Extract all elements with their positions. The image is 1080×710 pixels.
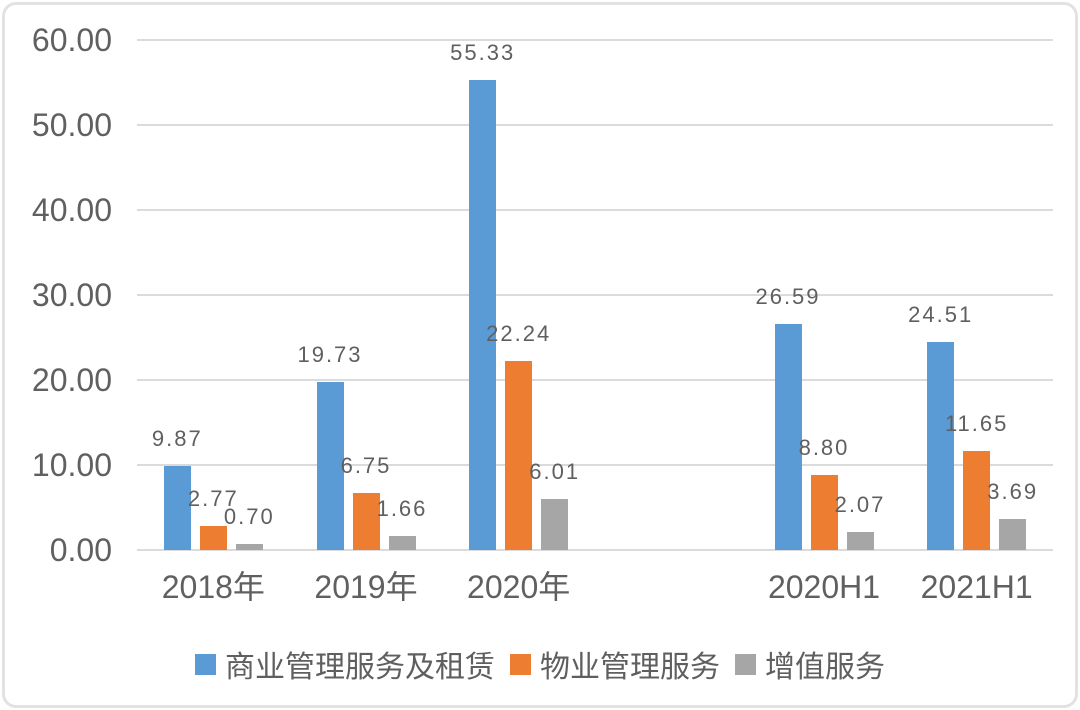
chart-legend: 商业管理服务及租赁 物业管理服务 增值服务 xyxy=(5,643,1075,685)
data-label: 1.66 xyxy=(376,495,428,521)
y-axis-tick-label: 50.00 xyxy=(31,107,112,143)
legend-label: 商业管理服务及租赁 xyxy=(225,651,495,684)
x-axis-label: 2018年 xyxy=(161,569,265,605)
x-axis-label: 2020年 xyxy=(467,569,571,605)
bar xyxy=(963,450,991,550)
legend-label: 物业管理服务 xyxy=(540,651,720,684)
data-label: 2.77 xyxy=(187,486,239,512)
data-label: 24.51 xyxy=(908,301,974,327)
bar xyxy=(774,323,802,550)
gridline xyxy=(137,379,1053,381)
legend-item: 物业管理服务 xyxy=(510,642,720,686)
legend-item: 商业管理服务及租赁 xyxy=(195,642,495,686)
bar xyxy=(352,492,380,550)
gridline xyxy=(137,209,1053,211)
data-label: 8.80 xyxy=(798,435,850,461)
x-axis-label: 2020H1 xyxy=(767,569,881,605)
bar xyxy=(316,382,344,550)
gridline xyxy=(137,294,1053,296)
gridline xyxy=(137,549,1053,551)
bar xyxy=(846,532,874,550)
bar xyxy=(810,475,838,550)
gridline xyxy=(137,124,1053,126)
bar xyxy=(927,341,955,550)
data-label: 11.65 xyxy=(944,410,1009,436)
data-label: 3.69 xyxy=(987,478,1039,504)
legend-swatch xyxy=(510,653,531,675)
legend-item: 增值服务 xyxy=(735,642,885,686)
gridline xyxy=(137,39,1053,41)
data-label: 2.07 xyxy=(834,492,886,518)
bar xyxy=(199,526,227,550)
y-axis-tick-label: 0.00 xyxy=(49,532,112,568)
bar xyxy=(541,498,569,550)
legend-label: 增值服务 xyxy=(765,651,885,684)
y-axis-tick-label: 60.00 xyxy=(31,22,112,58)
bar xyxy=(388,535,416,550)
data-label: 0.70 xyxy=(223,504,275,530)
bar-chart-plot-area: 0.00 10.00 20.00 30.00 40.00 50.00 60.00 2018年 9… xyxy=(5,5,1075,705)
y-axis-tick-label: 20.00 xyxy=(31,362,112,398)
bar xyxy=(505,360,533,550)
y-axis-tick-label: 10.00 xyxy=(31,447,112,483)
bar xyxy=(235,544,263,550)
bar xyxy=(999,518,1027,550)
bar xyxy=(163,466,191,550)
bar xyxy=(469,79,497,550)
data-label: 19.73 xyxy=(297,342,363,368)
data-label: 26.59 xyxy=(755,283,821,309)
data-label: 6.01 xyxy=(529,458,581,484)
data-label: 55.33 xyxy=(450,39,516,65)
data-label: 6.75 xyxy=(340,452,392,478)
y-axis-tick-label: 40.00 xyxy=(31,192,112,228)
data-label: 22.24 xyxy=(486,320,552,346)
legend-swatch xyxy=(735,653,756,675)
y-axis-tick-label: 30.00 xyxy=(31,277,112,313)
data-label: 9.87 xyxy=(151,426,203,452)
x-axis-label: 2019年 xyxy=(314,569,418,605)
gridline xyxy=(137,464,1053,466)
x-axis-label: 2021H1 xyxy=(920,569,1033,605)
legend-swatch xyxy=(195,653,216,675)
